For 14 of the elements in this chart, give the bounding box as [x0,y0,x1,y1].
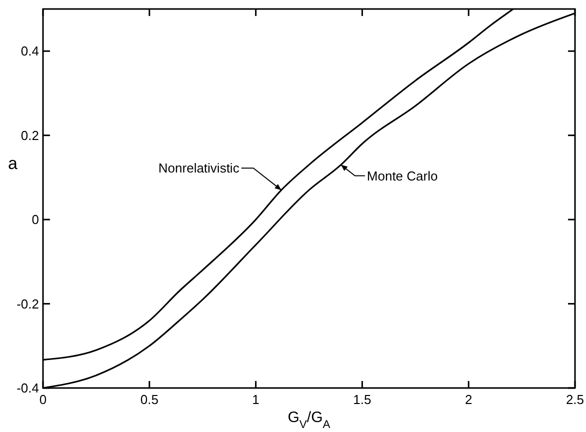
annotation: Nonrelativistic [158,160,240,176]
x-tick-label: 2.5 [566,392,584,407]
annotation: Monte Carlo [366,168,438,184]
y-axis-title: a [8,154,18,174]
y-tick-label: 0.4 [20,44,39,59]
y-tick-label: 0 [32,212,39,228]
y-tick-label: 0.2 [20,128,39,143]
x-tick-label: 2 [464,392,472,407]
y-tick-label: -0.2 [16,296,39,312]
x-tick-label: 1.5 [353,392,372,407]
x-tick-label: 0.5 [140,392,158,407]
x-tick-label: 1 [252,392,260,407]
x-axis-title: G$_{V}$/G$_{A}$ [288,409,331,431]
y-tick-label: -0.4 [16,380,39,396]
